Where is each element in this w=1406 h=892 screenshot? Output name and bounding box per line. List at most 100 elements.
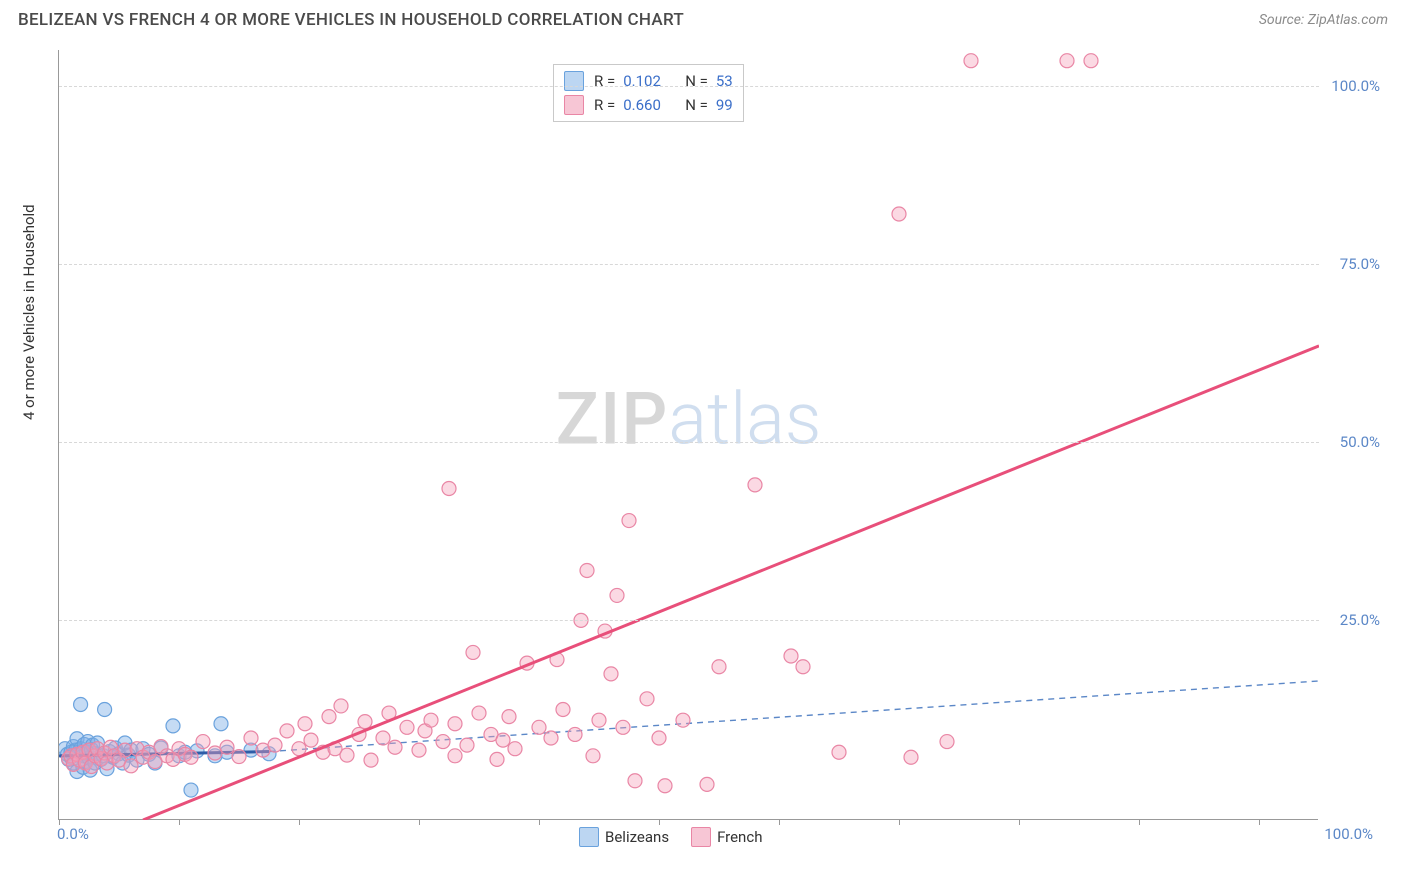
data-point — [334, 699, 348, 713]
legend-r-label: R = — [594, 69, 615, 93]
data-point — [412, 743, 426, 757]
data-point — [358, 715, 372, 729]
data-point — [616, 720, 630, 734]
legend-r-value: 0.102 — [623, 69, 673, 93]
legend-n-label: N = — [685, 93, 708, 117]
data-point — [832, 745, 846, 759]
data-point — [580, 563, 594, 577]
data-point — [658, 779, 672, 793]
data-point — [592, 713, 606, 727]
data-point — [892, 207, 906, 221]
data-point — [604, 667, 618, 681]
legend-r-value: 0.660 — [623, 93, 673, 117]
x-tick — [419, 819, 420, 825]
data-point — [610, 588, 624, 602]
data-point — [904, 750, 918, 764]
data-point — [448, 749, 462, 763]
data-point — [556, 702, 570, 716]
data-point — [388, 740, 402, 754]
legend-correlation-row: R =0.102N =53 — [564, 69, 733, 93]
data-point — [472, 706, 486, 720]
x-axis-label-min: 0.0% — [57, 825, 89, 843]
data-point — [196, 735, 210, 749]
x-tick — [659, 819, 660, 825]
y-axis-label: 4 or more Vehicles in Household — [20, 204, 38, 420]
data-point — [748, 478, 762, 492]
data-point — [622, 514, 636, 528]
data-point — [784, 649, 798, 663]
data-point — [214, 717, 228, 731]
data-point — [544, 731, 558, 745]
data-point — [940, 735, 954, 749]
data-point — [496, 733, 510, 747]
data-point — [448, 717, 462, 731]
data-point — [700, 777, 714, 791]
x-tick — [299, 819, 300, 825]
chart-title: BELIZEAN VS FRENCH 4 OR MORE VEHICLES IN… — [18, 10, 684, 30]
x-tick — [539, 819, 540, 825]
data-point — [400, 720, 414, 734]
data-point — [466, 645, 480, 659]
legend-correlation: R =0.102N =53R =0.660N =99 — [553, 64, 744, 122]
y-tick-label: 75.0% — [1340, 255, 1380, 273]
x-tick — [1259, 819, 1260, 825]
legend-swatch — [579, 827, 599, 847]
legend-swatch — [564, 71, 584, 91]
chart-area: ZIPatlas R =0.102N =53R =0.660N =99 0.0%… — [58, 50, 1378, 840]
legend-correlation-row: R =0.660N =99 — [564, 93, 733, 117]
data-point — [460, 738, 474, 752]
data-point — [532, 720, 546, 734]
data-point — [442, 481, 456, 495]
legend-n-value: 53 — [716, 69, 733, 93]
scatter-svg — [59, 50, 1319, 820]
gridline-h — [59, 442, 1319, 443]
gridline-h — [59, 264, 1319, 265]
gridline-h — [59, 86, 1319, 87]
data-point — [232, 750, 246, 764]
trendline — [143, 346, 1319, 820]
x-tick — [179, 819, 180, 825]
data-point — [502, 710, 516, 724]
data-point — [98, 702, 112, 716]
data-point — [364, 753, 378, 767]
y-tick-label: 25.0% — [1340, 611, 1380, 629]
data-point — [490, 752, 504, 766]
data-point — [436, 735, 450, 749]
y-tick-label: 100.0% — [1331, 77, 1380, 95]
data-point — [652, 731, 666, 745]
source-attribution: Source: ZipAtlas.com — [1259, 12, 1388, 28]
x-tick — [59, 819, 60, 825]
data-point — [586, 749, 600, 763]
data-point — [184, 750, 198, 764]
y-tick-label: 50.0% — [1340, 433, 1380, 451]
data-point — [1084, 54, 1098, 68]
data-point — [508, 742, 522, 756]
data-point — [424, 713, 438, 727]
data-point — [340, 748, 354, 762]
data-point — [74, 698, 88, 712]
data-point — [298, 717, 312, 731]
legend-series-item: Belizeans — [579, 827, 669, 847]
legend-swatch — [564, 95, 584, 115]
data-point — [124, 759, 138, 773]
data-point — [628, 774, 642, 788]
data-point — [184, 783, 198, 797]
x-axis-label-max: 100.0% — [1324, 825, 1373, 843]
gridline-h — [59, 620, 1319, 621]
data-point — [964, 54, 978, 68]
data-point — [640, 692, 654, 706]
data-point — [280, 724, 294, 738]
data-point — [712, 660, 726, 674]
data-point — [244, 731, 258, 745]
legend-r-label: R = — [594, 93, 615, 117]
data-point — [796, 660, 810, 674]
data-point — [376, 731, 390, 745]
data-point — [166, 719, 180, 733]
data-point — [1060, 54, 1074, 68]
legend-series-item: French — [691, 827, 762, 847]
legend-series: Belizeans French — [579, 827, 762, 847]
data-point — [676, 713, 690, 727]
header: BELIZEAN VS FRENCH 4 OR MORE VEHICLES IN… — [0, 0, 1406, 36]
legend-series-label: French — [717, 828, 762, 846]
data-point — [304, 733, 318, 747]
